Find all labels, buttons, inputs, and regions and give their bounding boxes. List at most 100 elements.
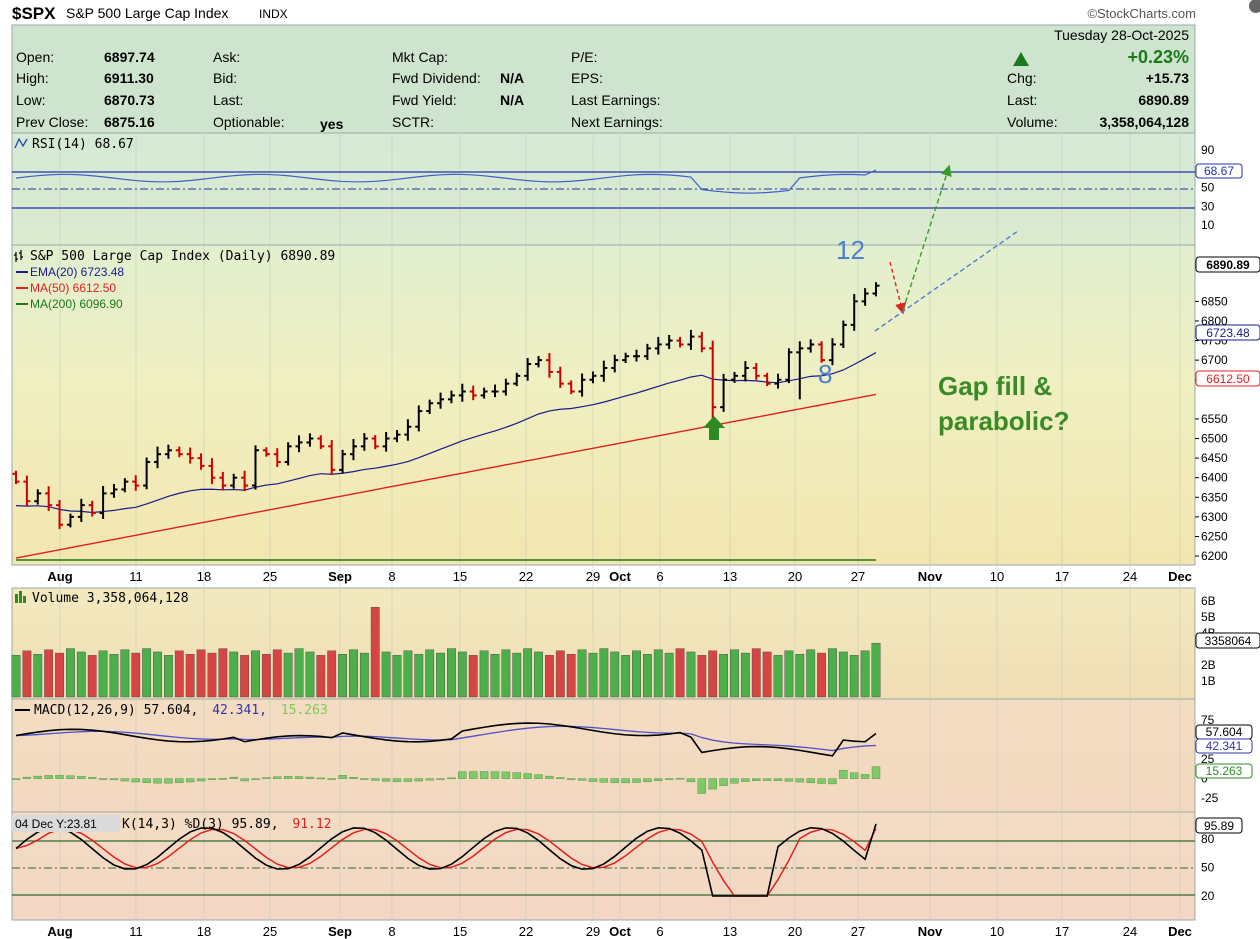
x-tick-label: 18 [197,569,211,584]
volume-bar [642,653,652,698]
price-bar [306,433,314,447]
volume-bar [33,653,43,698]
fwd-yield-label: Fwd Yield: [392,92,457,108]
price-bar [774,373,782,389]
stoch-tick-label: 50 [1201,861,1215,875]
macd-hist-bar [305,776,315,779]
macd-hist-bar [175,778,184,783]
price-bar [698,331,706,353]
optionable-value: yes [320,116,344,132]
price-bar [154,446,162,469]
macd-hist-bar [566,778,576,780]
macd-hist-bar [708,778,717,790]
y-tick-label: 6700 [1201,353,1228,367]
macd-hist-bar [371,778,380,781]
price-bar [251,445,259,490]
up-triangle-icon [1013,52,1029,66]
price-bar [720,373,728,412]
price-bar [230,473,238,489]
cursor-readout: 04 Dec Y:23.81 [15,817,97,831]
x-tick-label: Nov [918,569,943,584]
stoch-d-line [15,828,877,897]
macd-hist-bar [469,771,478,779]
macd-hist-bar [599,778,609,783]
x-tick-label: 10 [990,924,1004,939]
price-bar [578,373,586,397]
mktcap-label: Mkt Cap: [392,49,448,65]
annotation-8: 8 [818,359,832,389]
price-bar [143,457,151,490]
volume-bar [457,651,467,698]
rsi-tick-label: 30 [1201,199,1215,213]
volume-bar [588,652,598,698]
price-bar [676,336,684,348]
price-bar [349,439,357,461]
x-tick-label: 18 [197,924,211,939]
price-bar [556,366,564,388]
x-tick-label: 13 [723,569,737,584]
volume-bar [425,649,435,698]
chg-label: Chg: [1007,70,1037,86]
macd-hist-bar [338,775,347,779]
index-name: S&P 500 Large Cap Index [66,5,228,21]
ma50-tag: 6612.50 [1206,372,1250,386]
price-bar [273,448,281,467]
exchange: INDX [259,7,288,21]
price-bar [23,475,31,507]
macd-hist-tag: 15.263 [1206,764,1243,778]
macd-line [15,722,877,757]
volume-bar [740,652,750,698]
macd-hist-bar [762,778,772,781]
volume-bar [76,651,86,698]
high-value: 6911.30 [104,70,154,86]
volume-bar [773,655,783,698]
volume-bar [349,649,358,698]
macd-hist-bar [196,778,206,782]
volume-bar [610,651,620,698]
macd-hist-bar [577,778,587,781]
volume-bar [229,651,239,698]
open-value: 6897.74 [104,49,155,65]
price-bar [110,484,118,498]
volume-bar [849,655,859,698]
quote-panel [11,24,1196,134]
ask-label: Ask: [213,49,240,65]
macd-panel [11,698,1196,813]
macd-hist-bar [381,778,391,782]
macd-tick-label: -25 [1201,791,1219,805]
price-bar [317,435,325,449]
macd-hist-bar [11,778,21,780]
volume-bar [305,651,315,698]
macd-hist-bar [632,778,641,783]
volume-bar [860,650,870,698]
last-price-tag: 6890.89 [1206,258,1250,272]
x-tick-label: Aug [47,924,72,939]
eps-label: EPS: [571,70,603,86]
volume-bar [436,652,445,698]
volume-bar [120,649,130,698]
price-icon [14,250,23,262]
price-title: S&P 500 Large Cap Index (Daily) 6890.89 [30,249,335,264]
green-up-arrow-icon [703,416,725,440]
macd-hist-bar [164,778,173,784]
volume-bar [545,655,554,698]
volume-bar [338,653,347,698]
macd-hist-bar [523,773,532,779]
macd-hist-bar [262,777,271,779]
x-axis-bottom: Aug 11 18 25 Sep 8 15 22 29 Oct 6 13 20 27 Nov 10 17 24 De… [47,924,1192,939]
x-tick-label: 24 [1123,924,1137,939]
volume-bar [534,651,543,698]
price-bar [186,447,194,464]
price-bar [197,453,205,470]
price-panel [11,244,1196,566]
rsi-tick-label: 50 [1201,181,1215,195]
volume-value: 3,358,064,128 [1099,114,1189,130]
y-tick-label: 6400 [1201,471,1228,485]
macd-hist-bar [447,777,456,780]
price-bar [12,470,20,485]
stoch-tag-box [1195,817,1243,834]
ma50-line [15,393,877,559]
macd-hist-bar [273,776,282,779]
x-tick-label: 29 [586,569,600,584]
symbol: $SPX [12,4,56,23]
